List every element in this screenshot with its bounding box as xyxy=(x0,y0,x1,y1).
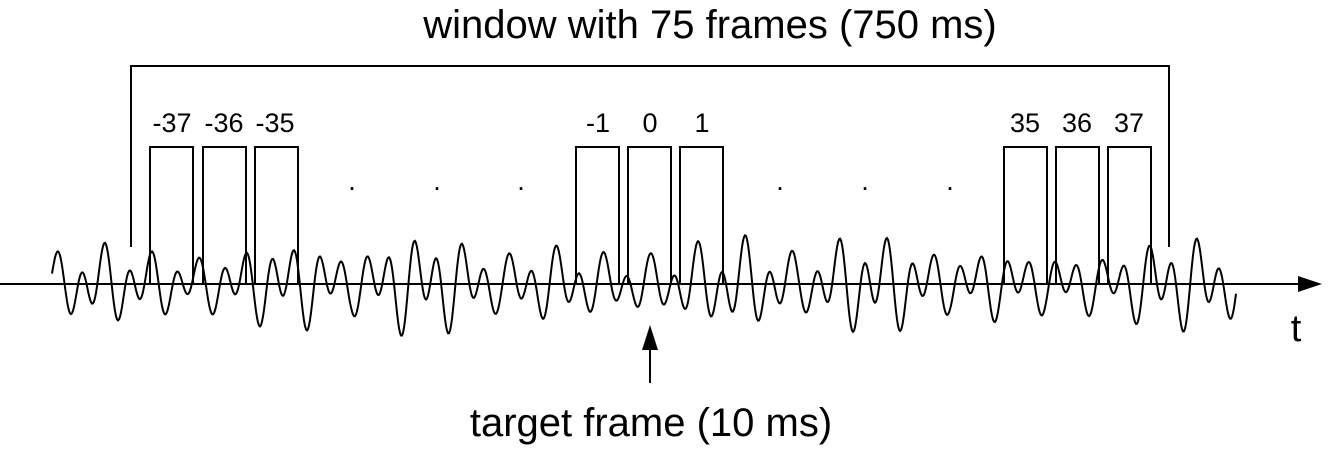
target-arrow-head xyxy=(642,325,658,350)
ellipsis-dot: . xyxy=(433,166,441,196)
time-axis-label: t xyxy=(1291,308,1302,350)
ellipsis-dot: . xyxy=(348,166,356,196)
frame-box-right-1 xyxy=(1003,146,1048,284)
frame-label: 1 xyxy=(694,108,709,138)
ellipsis-dot: . xyxy=(946,166,954,196)
ellipsis-dot: . xyxy=(861,166,869,196)
frame-box-center-2 xyxy=(627,146,672,284)
signal-waveform xyxy=(51,233,1237,337)
frame-box-center-3 xyxy=(679,146,724,284)
frame-label: -36 xyxy=(204,108,243,138)
frame-box-right-2 xyxy=(1055,146,1100,284)
frame-label: -1 xyxy=(586,108,610,138)
frame-label: 37 xyxy=(1114,108,1144,138)
time-axis-arrowhead xyxy=(1298,276,1322,292)
frame-box-center-1 xyxy=(575,146,620,284)
frame-label: 0 xyxy=(642,108,657,138)
ellipsis-dot: . xyxy=(517,166,525,196)
ellipsis-dot: . xyxy=(776,166,784,196)
frame-label: 35 xyxy=(1010,108,1040,138)
frame-label: -37 xyxy=(152,108,191,138)
frame-box-right-3 xyxy=(1107,146,1152,284)
frame-box-left-2 xyxy=(202,146,247,284)
window-label: window with 75 frames (750 ms) xyxy=(422,3,997,47)
frame-box-left-3 xyxy=(254,146,299,284)
frame-box-left-1 xyxy=(149,146,194,284)
frame-label: 36 xyxy=(1062,108,1092,138)
target-frame-label: target frame (10 ms) xyxy=(470,401,832,445)
frame-boxes xyxy=(149,146,1152,284)
frame-label: -35 xyxy=(255,108,294,138)
window-bracket xyxy=(130,65,1170,247)
